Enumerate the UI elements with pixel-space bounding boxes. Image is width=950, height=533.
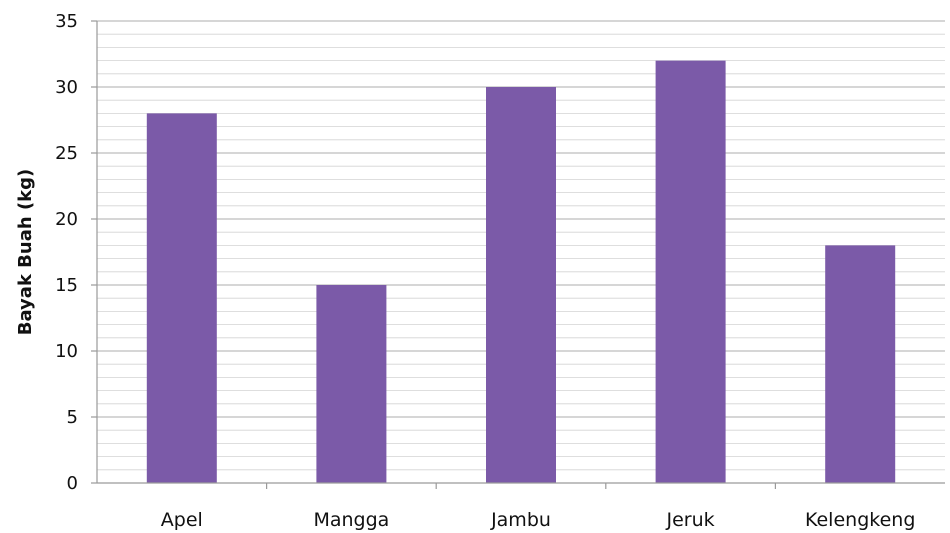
x-tick-labels: Apel Mangga Jambu Jeruk Kelengkeng: [161, 509, 916, 531]
x-tick-label: Apel: [161, 509, 203, 531]
y-tick-label: 5: [67, 407, 78, 428]
x-tick-label: Jeruk: [666, 509, 715, 531]
y-axis-title: Bayak Buah (kg): [15, 169, 36, 336]
bar-jambu: [486, 87, 556, 483]
y-tick-label: 35: [55, 11, 78, 32]
bars: [146, 60, 896, 484]
y-tick-label: 15: [55, 275, 78, 296]
axes: [91, 20, 945, 489]
y-tick-label: 10: [55, 341, 78, 362]
bar-kelengkeng: [825, 245, 896, 483]
y-tick-label: 0: [67, 473, 78, 494]
y-tick-labels: 0 5 10 15 20 25 30 35: [55, 11, 78, 494]
y-tick-label: 20: [55, 209, 78, 230]
y-tick-label: 30: [55, 77, 78, 98]
bar-mangga: [316, 285, 387, 483]
x-tick-label: Jambu: [490, 509, 551, 531]
bar-apel: [146, 113, 217, 484]
y-tick-label: 25: [55, 143, 78, 164]
bar-jeruk: [655, 60, 726, 483]
x-tick-label: Kelengkeng: [805, 509, 915, 531]
x-tick-label: Mangga: [313, 509, 389, 531]
